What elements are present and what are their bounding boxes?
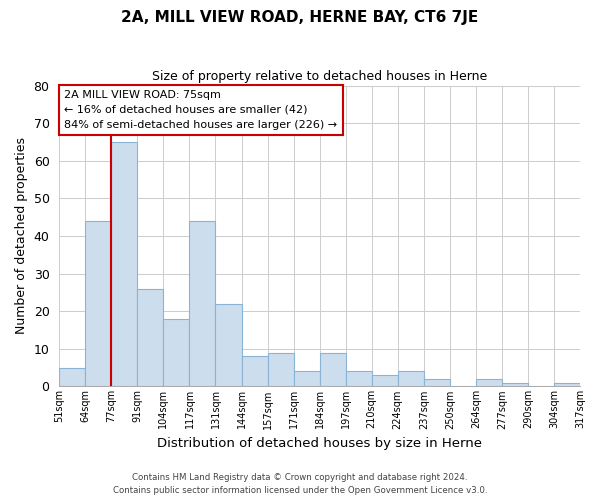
Bar bbox=[320, 352, 346, 386]
Bar bbox=[112, 142, 137, 386]
Bar bbox=[424, 379, 450, 386]
Bar bbox=[398, 372, 424, 386]
Bar bbox=[85, 221, 112, 386]
Y-axis label: Number of detached properties: Number of detached properties bbox=[15, 138, 28, 334]
Bar bbox=[242, 356, 268, 386]
Bar bbox=[190, 221, 215, 386]
X-axis label: Distribution of detached houses by size in Herne: Distribution of detached houses by size … bbox=[157, 437, 482, 450]
Bar bbox=[163, 318, 190, 386]
Bar bbox=[502, 382, 528, 386]
Bar bbox=[215, 304, 242, 386]
Bar bbox=[554, 382, 580, 386]
Text: Contains HM Land Registry data © Crown copyright and database right 2024.
Contai: Contains HM Land Registry data © Crown c… bbox=[113, 474, 487, 495]
Bar bbox=[346, 372, 372, 386]
Bar bbox=[137, 288, 163, 386]
Bar bbox=[59, 368, 85, 386]
Bar bbox=[476, 379, 502, 386]
Text: 2A MILL VIEW ROAD: 75sqm
← 16% of detached houses are smaller (42)
84% of semi-d: 2A MILL VIEW ROAD: 75sqm ← 16% of detach… bbox=[64, 90, 338, 130]
Bar bbox=[293, 372, 320, 386]
Title: Size of property relative to detached houses in Herne: Size of property relative to detached ho… bbox=[152, 70, 487, 83]
Bar bbox=[372, 375, 398, 386]
Bar bbox=[268, 352, 293, 386]
Text: 2A, MILL VIEW ROAD, HERNE BAY, CT6 7JE: 2A, MILL VIEW ROAD, HERNE BAY, CT6 7JE bbox=[121, 10, 479, 25]
